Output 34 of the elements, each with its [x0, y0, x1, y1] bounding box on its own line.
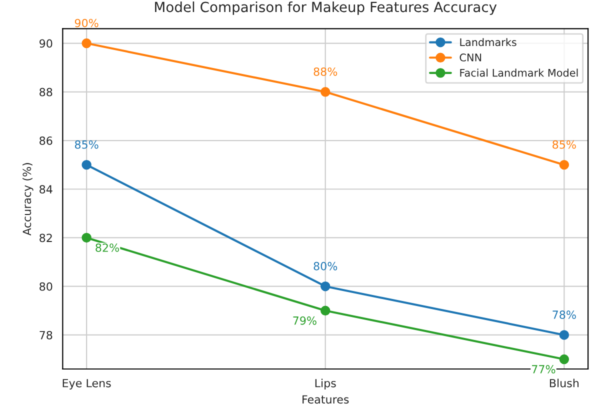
- y-tick-label: 86: [40, 136, 52, 145]
- data-label: 88%: [314, 67, 338, 76]
- y-tick-label: 78: [40, 330, 52, 340]
- data-label: 85%: [74, 140, 98, 149]
- legend-label: Facial Landmark Model: [460, 68, 578, 77]
- data-label: 82%: [96, 243, 119, 252]
- x-tick-label: Eye Lens: [62, 379, 111, 390]
- y-tick-label: 82: [40, 234, 52, 242]
- point: [559, 160, 570, 170]
- y-tick-label: 84: [40, 185, 52, 194]
- point: [82, 160, 92, 170]
- point: [82, 232, 92, 243]
- x-axis-title: Features: [302, 395, 349, 404]
- point: [559, 354, 570, 364]
- point: [320, 281, 330, 292]
- y-tick-label: 80: [40, 282, 52, 291]
- legend-label: Landmarks: [460, 38, 516, 46]
- x-tick-label: Lips: [315, 378, 336, 390]
- y-tick-label: 88: [40, 88, 52, 96]
- point: [559, 330, 570, 340]
- legend-label: CNN: [460, 54, 482, 62]
- data-label: 79%: [293, 316, 316, 325]
- data-label: 80%: [314, 262, 338, 270]
- y-tick-label: 90: [40, 39, 52, 48]
- data-label: 90%: [74, 18, 98, 28]
- chart-title: Model Comparison for Makeup Features Accuracy: [155, 1, 497, 15]
- data-label: 85%: [552, 140, 576, 149]
- point: [320, 306, 330, 316]
- point: [82, 38, 92, 48]
- data-label: 77%: [532, 365, 556, 374]
- point: [320, 87, 330, 97]
- x-tick-label: Blush: [550, 378, 579, 388]
- y-axis-title: Accuracy (%): [22, 163, 34, 236]
- data-label: 78%: [552, 310, 576, 319]
